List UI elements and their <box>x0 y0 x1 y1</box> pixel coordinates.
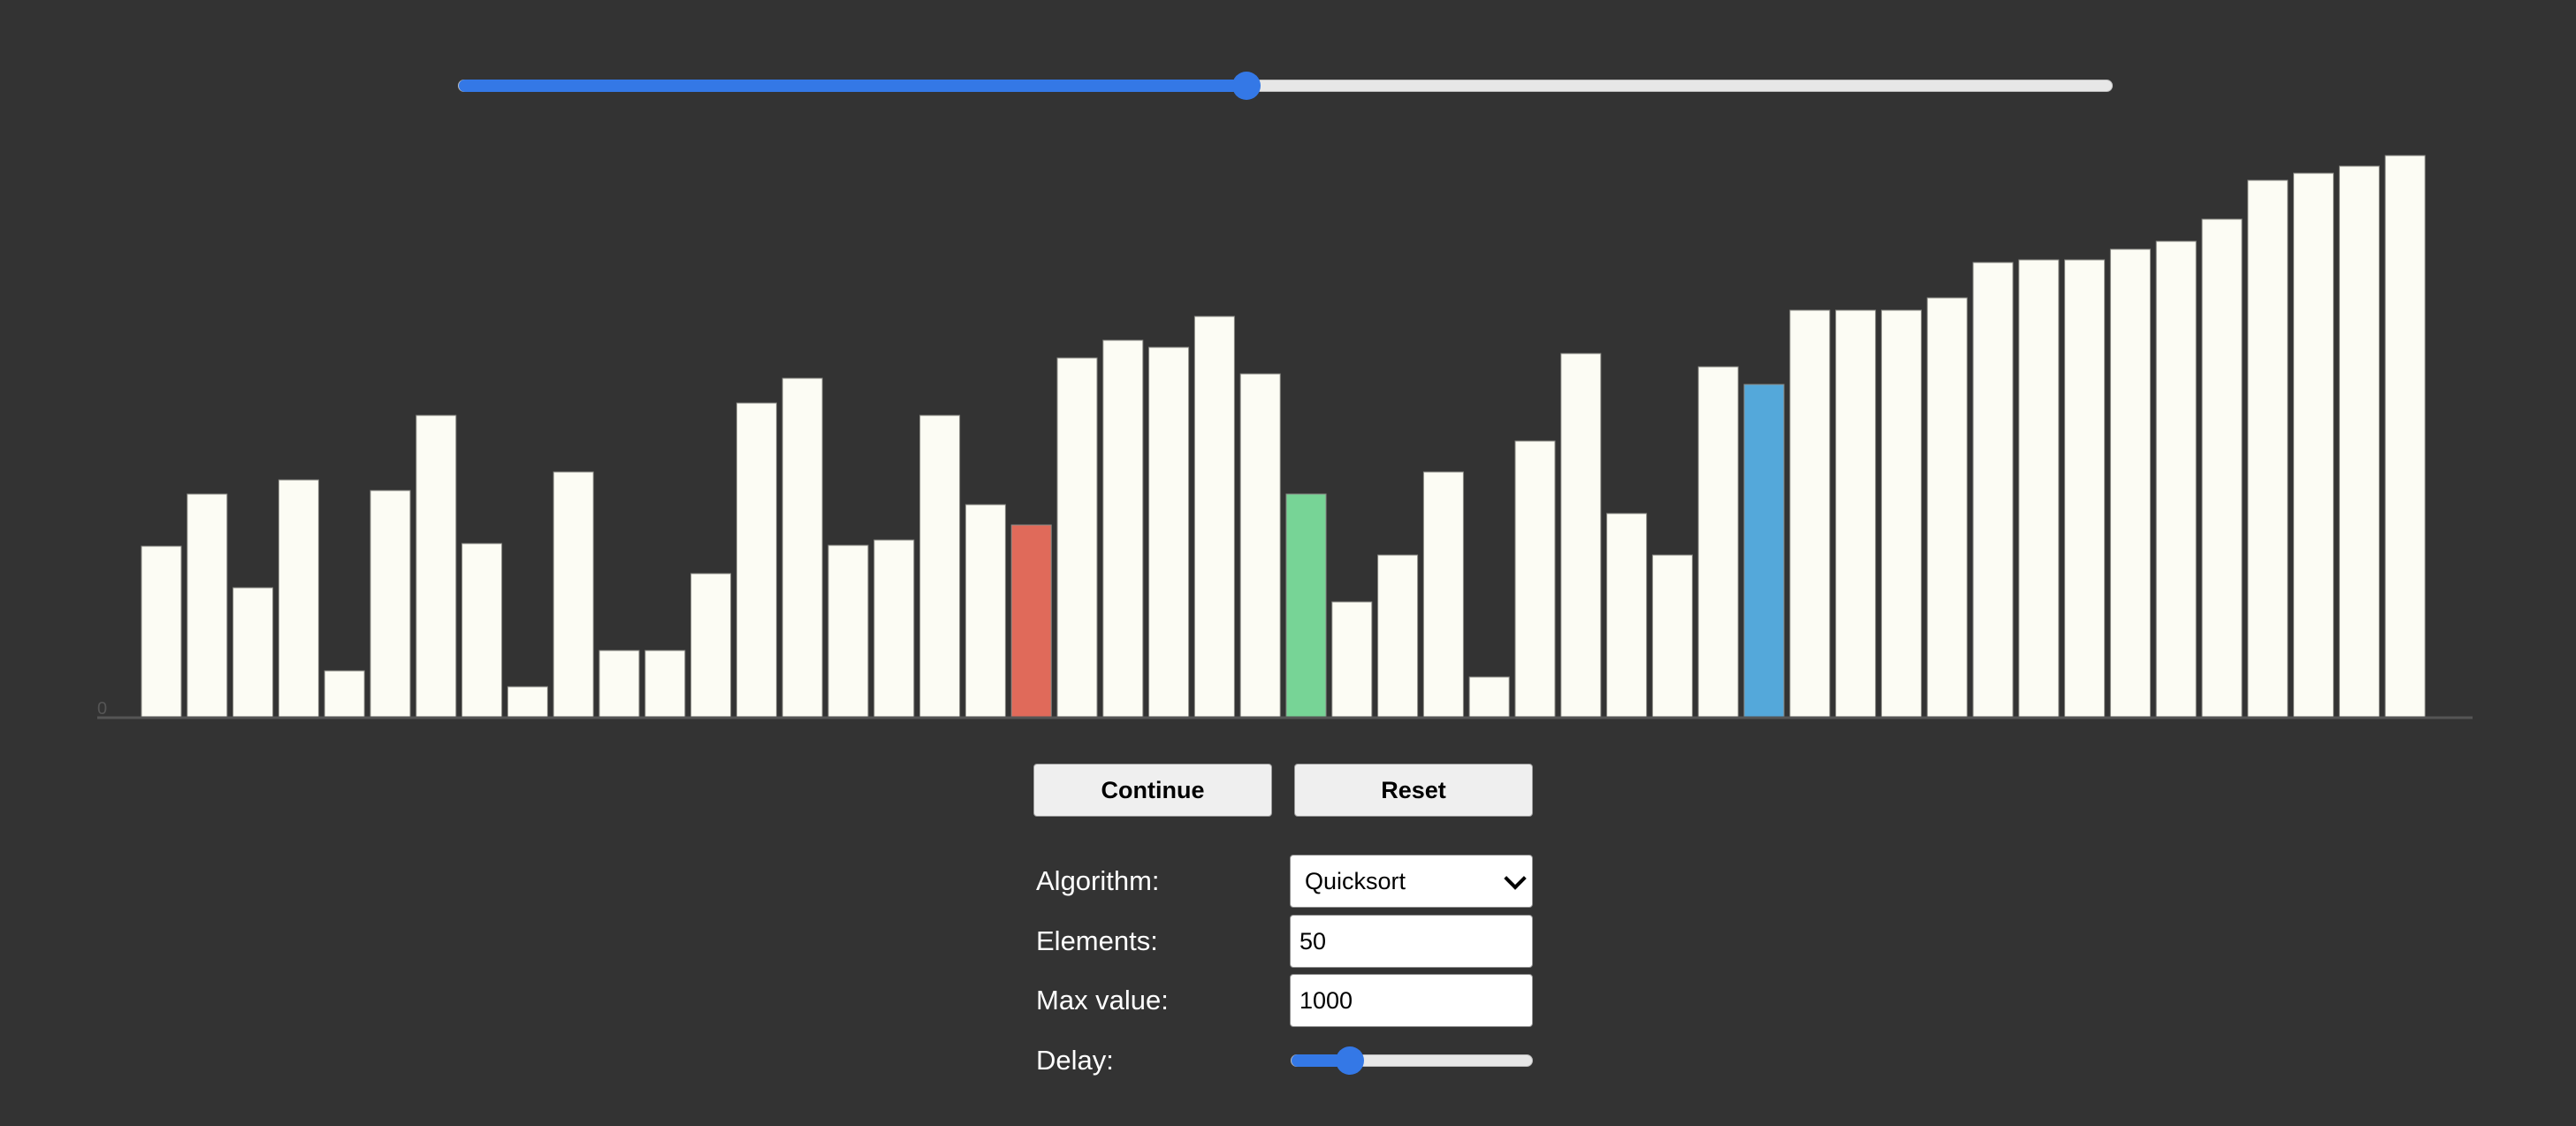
bar-49 <box>2338 165 2380 719</box>
bar-5 <box>324 670 365 719</box>
bar-3 <box>232 587 274 719</box>
bar-37 <box>1789 309 1831 719</box>
bar-42 <box>2018 259 2060 719</box>
bar-27 <box>1331 601 1373 719</box>
bar-12 <box>644 650 686 719</box>
delay-slider-thumb[interactable] <box>1336 1046 1364 1075</box>
bar-30 <box>1468 676 1510 719</box>
bar-48 <box>2293 172 2335 719</box>
bar-36 <box>1743 384 1785 719</box>
bar-40 <box>1926 297 1968 719</box>
bar-28 <box>1377 554 1419 719</box>
progress-slider-fill <box>459 80 1246 92</box>
bar-19 <box>964 504 1006 719</box>
bar-21 <box>1056 357 1098 719</box>
bar-38 <box>1835 309 1877 719</box>
bar-25 <box>1239 373 1281 719</box>
chevron-down-icon <box>1504 867 1527 890</box>
delay-slider[interactable] <box>1291 1046 1533 1075</box>
bar-32 <box>1560 353 1602 719</box>
bar-17 <box>873 539 915 719</box>
bar-chart: 0 <box>97 155 2473 719</box>
bar-31 <box>1514 440 1556 719</box>
bar-15 <box>781 377 823 719</box>
bar-9 <box>507 686 548 719</box>
progress-slider-thumb[interactable] <box>1232 72 1261 100</box>
bar-6 <box>370 490 411 719</box>
bar-43 <box>2064 259 2106 719</box>
bar-46 <box>2201 218 2243 719</box>
bar-20 <box>1010 524 1052 719</box>
delay-slider-fill <box>1292 1054 1350 1067</box>
max-value-input[interactable]: 1000 <box>1290 974 1533 1027</box>
delay-label: Delay: <box>1036 1045 1114 1076</box>
bar-29 <box>1422 471 1464 719</box>
elements-input[interactable]: 50 <box>1290 915 1533 968</box>
bar-1 <box>141 545 182 719</box>
bar-16 <box>827 544 869 719</box>
bar-47 <box>2247 179 2289 719</box>
bar-22 <box>1102 339 1144 719</box>
bar-33 <box>1606 513 1648 719</box>
algorithm-select-value: Quicksort <box>1305 868 1406 894</box>
bar-24 <box>1193 316 1235 719</box>
continue-button[interactable]: Continue <box>1033 764 1272 817</box>
bar-35 <box>1697 366 1739 719</box>
bar-26 <box>1285 493 1327 719</box>
bar-8 <box>461 543 503 719</box>
bar-44 <box>2109 248 2151 719</box>
bars-group <box>141 155 2426 719</box>
bar-39 <box>1880 309 1922 719</box>
bar-45 <box>2155 240 2197 719</box>
bar-41 <box>1972 262 2014 719</box>
bar-50 <box>2384 155 2426 719</box>
algorithm-select[interactable]: Quicksort <box>1290 855 1533 908</box>
y-axis-zero-label: 0 <box>97 699 107 719</box>
elements-label: Elements: <box>1036 925 1158 956</box>
progress-slider[interactable] <box>458 72 2113 100</box>
bar-13 <box>690 573 732 719</box>
bar-10 <box>553 471 594 719</box>
bar-4 <box>278 479 319 719</box>
bar-2 <box>187 493 228 719</box>
bar-23 <box>1148 346 1190 719</box>
algorithm-label: Algorithm: <box>1036 865 1160 896</box>
bar-34 <box>1651 554 1693 719</box>
reset-button[interactable]: Reset <box>1294 764 1533 817</box>
bar-18 <box>919 415 961 719</box>
max-value-label: Max value: <box>1036 985 1169 1016</box>
bar-7 <box>415 415 457 719</box>
bar-11 <box>598 650 640 719</box>
bar-14 <box>735 402 777 719</box>
